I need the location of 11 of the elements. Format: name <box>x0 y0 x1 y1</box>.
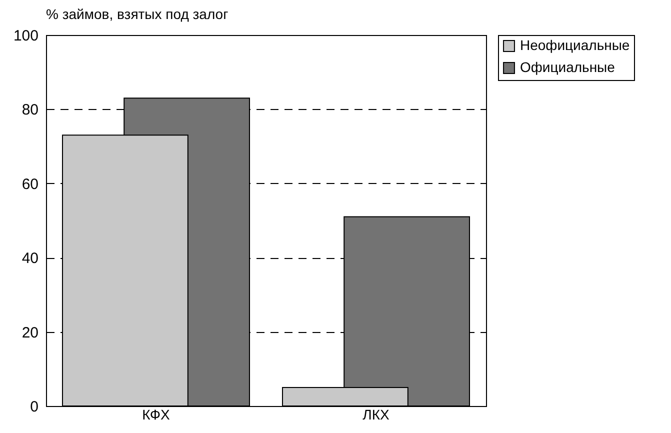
y-tick-label: 100 <box>13 28 38 44</box>
y-tick-label: 40 <box>22 250 38 268</box>
legend-label: Официальные <box>520 59 616 75</box>
x-tick-label: КФХ <box>142 406 170 422</box>
y-tick-label: 20 <box>22 324 38 342</box>
y-tick-label: 80 <box>22 102 38 119</box>
y-tick-label: 0 <box>30 398 38 416</box>
y-tick-label: 60 <box>22 176 38 193</box>
legend-label: Неофициальные <box>520 37 630 53</box>
x-tick-label: ЛКХ <box>362 406 390 422</box>
y-axis-title: % займов, взятых под залог <box>46 6 228 22</box>
